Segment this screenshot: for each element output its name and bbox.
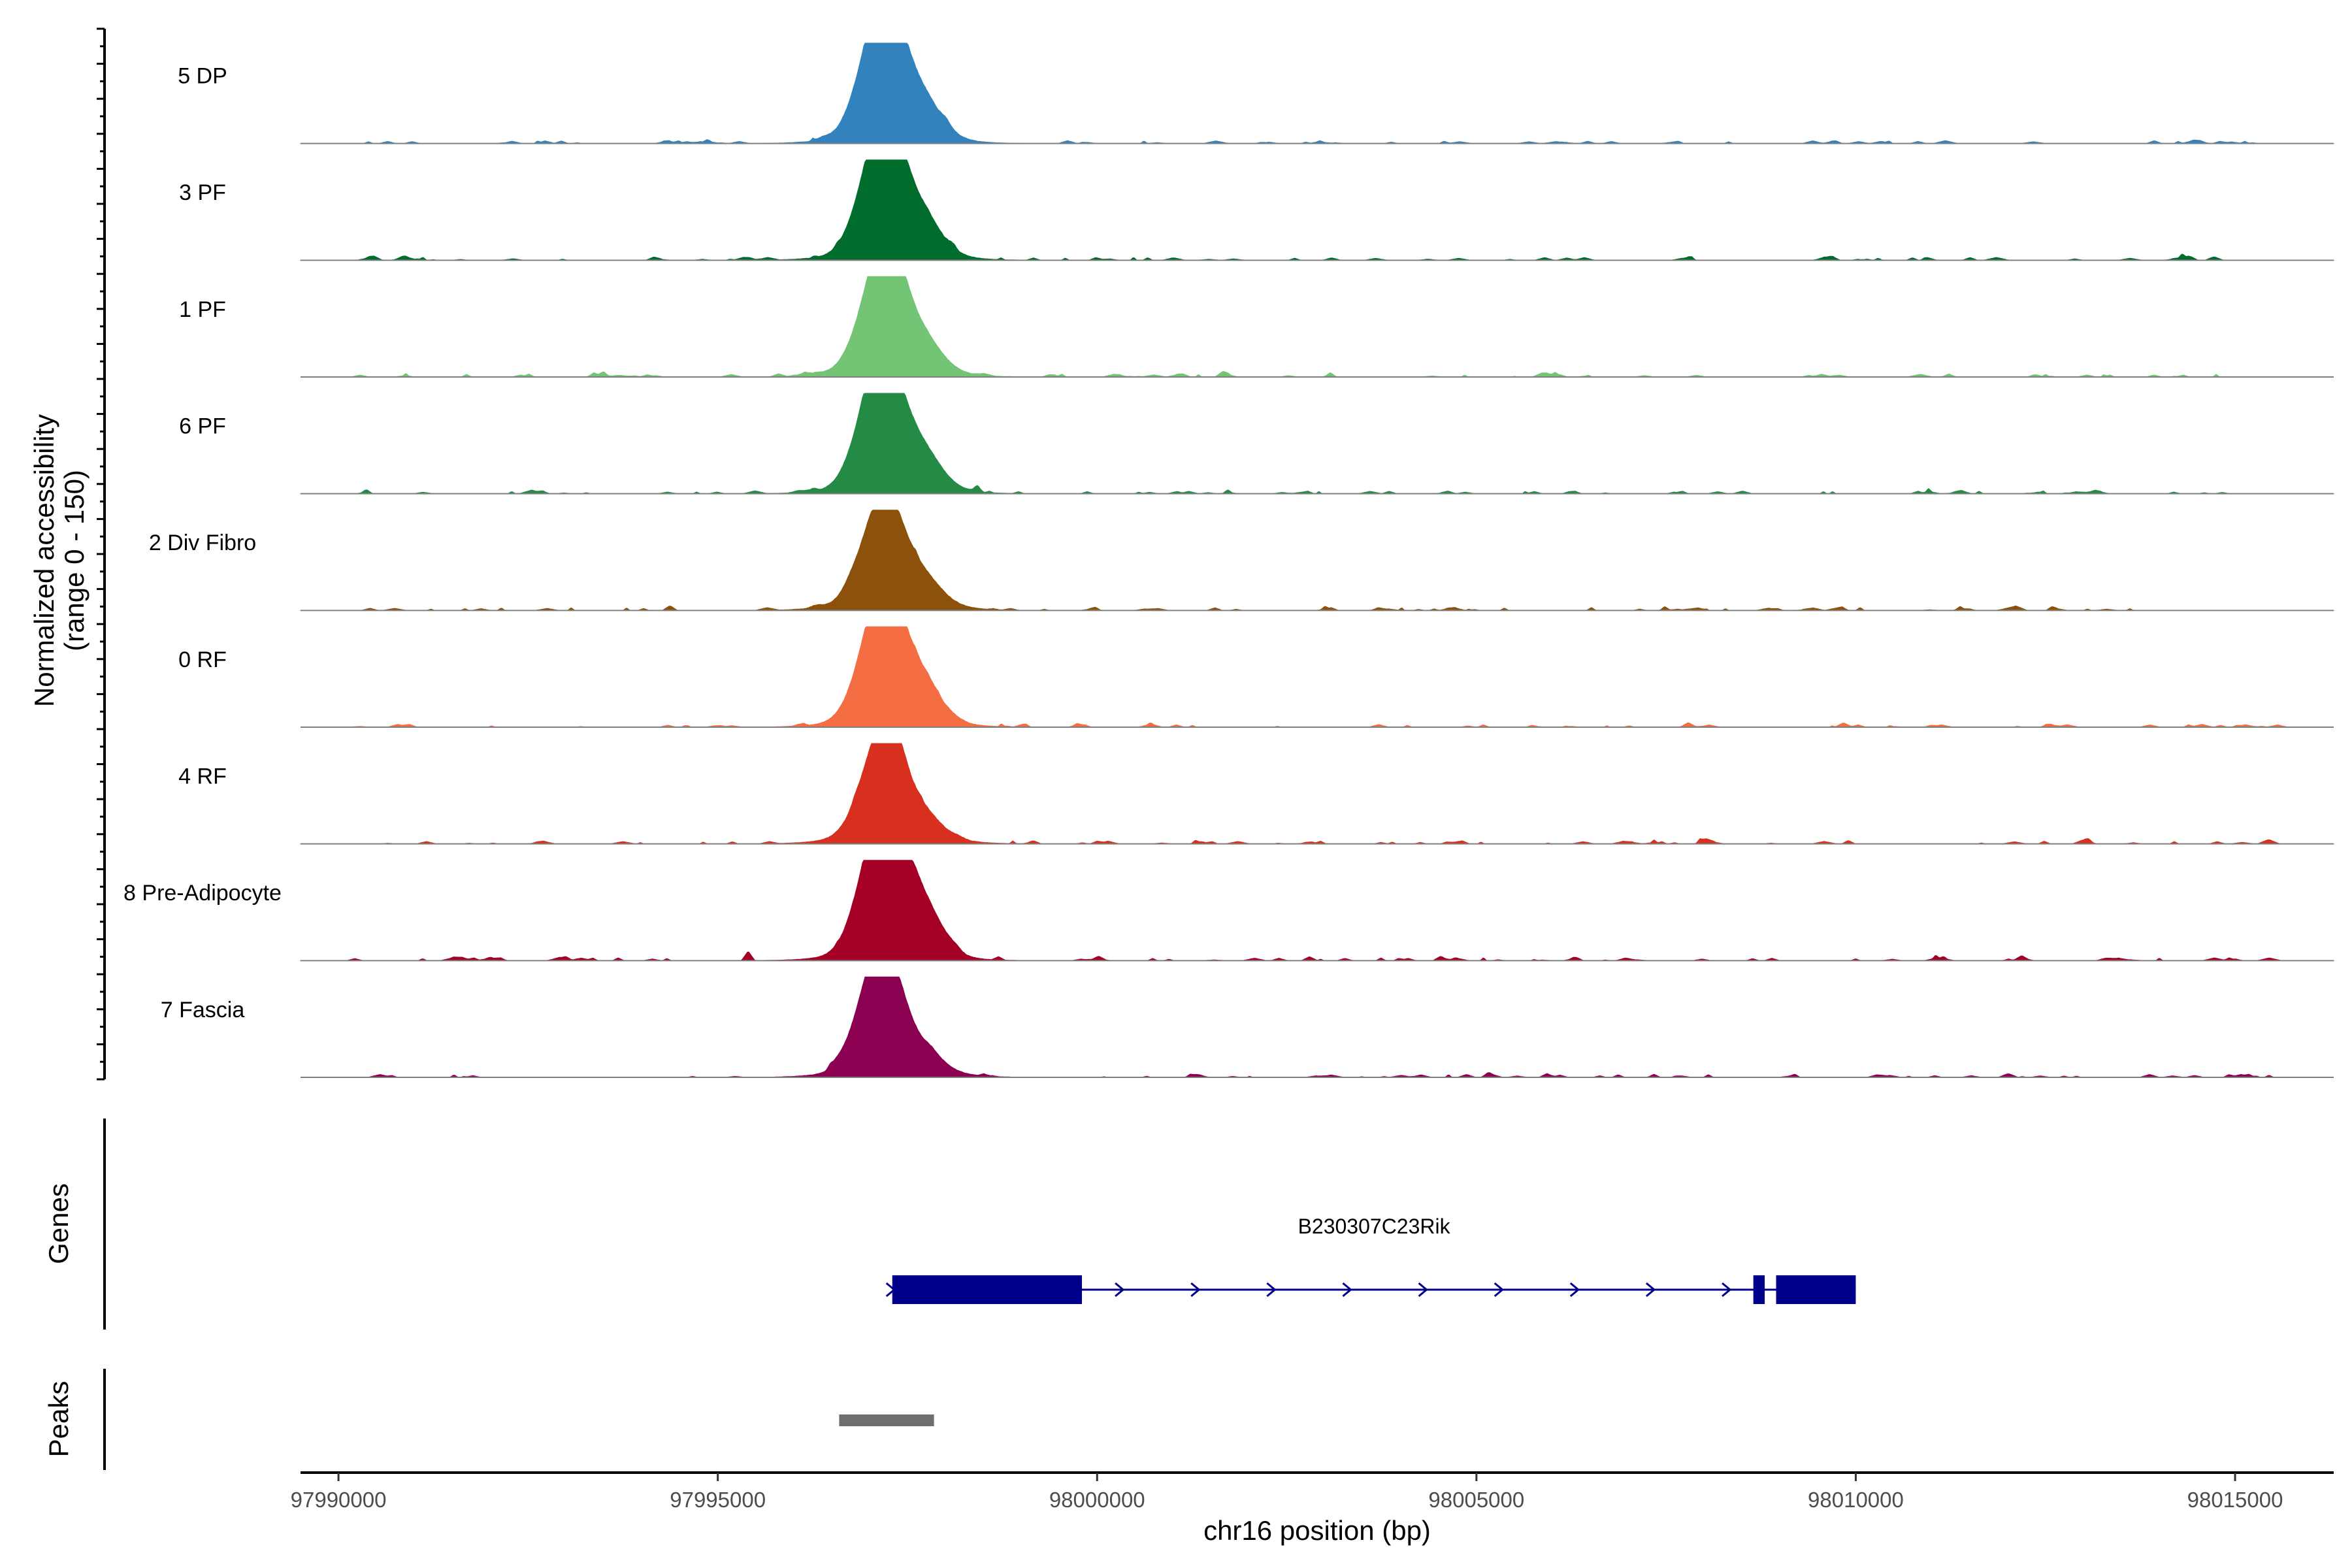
coverage-area bbox=[300, 860, 2334, 961]
coverage-area bbox=[301, 976, 2334, 1078]
x-tick-label: 97995000 bbox=[670, 1488, 766, 1512]
coverage-area bbox=[301, 626, 2334, 728]
track-label: 0 RF bbox=[178, 647, 227, 672]
track-2-div-fibro: 2 Div Fibro bbox=[149, 510, 2334, 612]
x-tick-label: 98005000 bbox=[1428, 1488, 1524, 1512]
coverage-area bbox=[300, 743, 2334, 845]
peak-bar bbox=[839, 1414, 934, 1426]
x-tick-label: 98000000 bbox=[1049, 1488, 1145, 1512]
coverage-area bbox=[300, 42, 2334, 144]
gene-exon bbox=[1753, 1275, 1765, 1304]
gene-exons bbox=[892, 1275, 1856, 1304]
y-axis-title: Normalized accessibility bbox=[29, 414, 59, 707]
strand-arrow bbox=[1342, 1282, 1352, 1298]
genes-track-title: Genes bbox=[43, 1183, 74, 1264]
y-axis-subtitle: (range 0 - 150) bbox=[59, 470, 90, 651]
coverage-area bbox=[300, 393, 2334, 495]
track-label: 1 PF bbox=[179, 297, 226, 322]
strand-arrow bbox=[1418, 1282, 1428, 1298]
x-axis-title: chr16 position (bp) bbox=[1203, 1515, 1431, 1546]
gene-track: B230307C23Rik bbox=[885, 1215, 1856, 1304]
track-label: 6 PF bbox=[179, 414, 226, 438]
track-3-pf: 3 PF bbox=[179, 159, 2334, 261]
coverage-y-ticks bbox=[97, 27, 105, 1081]
track-5-dp: 5 DP bbox=[178, 42, 2334, 144]
coverage-tracks: 5 DP 3 PF 1 PF 6 PF 2 Div Fibro 0 RF 4 RF 8 Pre… bbox=[123, 42, 2334, 1078]
track-8-pre-adipocyte: 8 Pre-Adipocyte bbox=[123, 860, 2334, 962]
track-0-rf: 0 RF bbox=[178, 626, 2334, 728]
strand-arrow bbox=[1645, 1282, 1656, 1298]
track-label: 7 Fascia bbox=[161, 998, 245, 1022]
strand-arrow bbox=[1569, 1282, 1580, 1298]
x-tick-label: 98015000 bbox=[2187, 1488, 2283, 1512]
x-tick-label: 97990000 bbox=[291, 1488, 387, 1512]
strand-arrow bbox=[1266, 1282, 1277, 1298]
strand-arrow bbox=[1190, 1282, 1201, 1298]
x-axis-ticks: 97990000 97995000 98000000 98005000 9801… bbox=[291, 1473, 2283, 1512]
track-7-fascia: 7 Fascia bbox=[161, 976, 2334, 1078]
track-label: 8 Pre-Adipocyte bbox=[123, 881, 282, 906]
gene-name-label: B230307C23Rik bbox=[1298, 1215, 1451, 1238]
x-tick-label: 98010000 bbox=[1808, 1488, 1904, 1512]
coverage-area bbox=[301, 276, 2334, 378]
strand-arrow bbox=[1494, 1282, 1505, 1298]
track-label: 3 PF bbox=[179, 180, 226, 205]
coverage-area bbox=[300, 510, 2334, 611]
strand-arrow bbox=[1115, 1282, 1125, 1298]
gene-exon bbox=[1776, 1275, 1856, 1304]
track-label: 4 RF bbox=[178, 764, 227, 789]
strand-arrow bbox=[1722, 1282, 1732, 1298]
coverage-area bbox=[300, 159, 2334, 261]
track-4-rf: 4 RF bbox=[178, 743, 2334, 845]
track-label: 5 DP bbox=[178, 63, 227, 88]
track-1-pf: 1 PF bbox=[179, 276, 2334, 378]
gene-exon bbox=[892, 1275, 1083, 1304]
track-label: 2 Div Fibro bbox=[149, 531, 256, 555]
track-6-pf: 6 PF bbox=[179, 393, 2334, 495]
peaks-track-title: Peaks bbox=[43, 1381, 74, 1458]
peaks-track bbox=[839, 1414, 934, 1426]
